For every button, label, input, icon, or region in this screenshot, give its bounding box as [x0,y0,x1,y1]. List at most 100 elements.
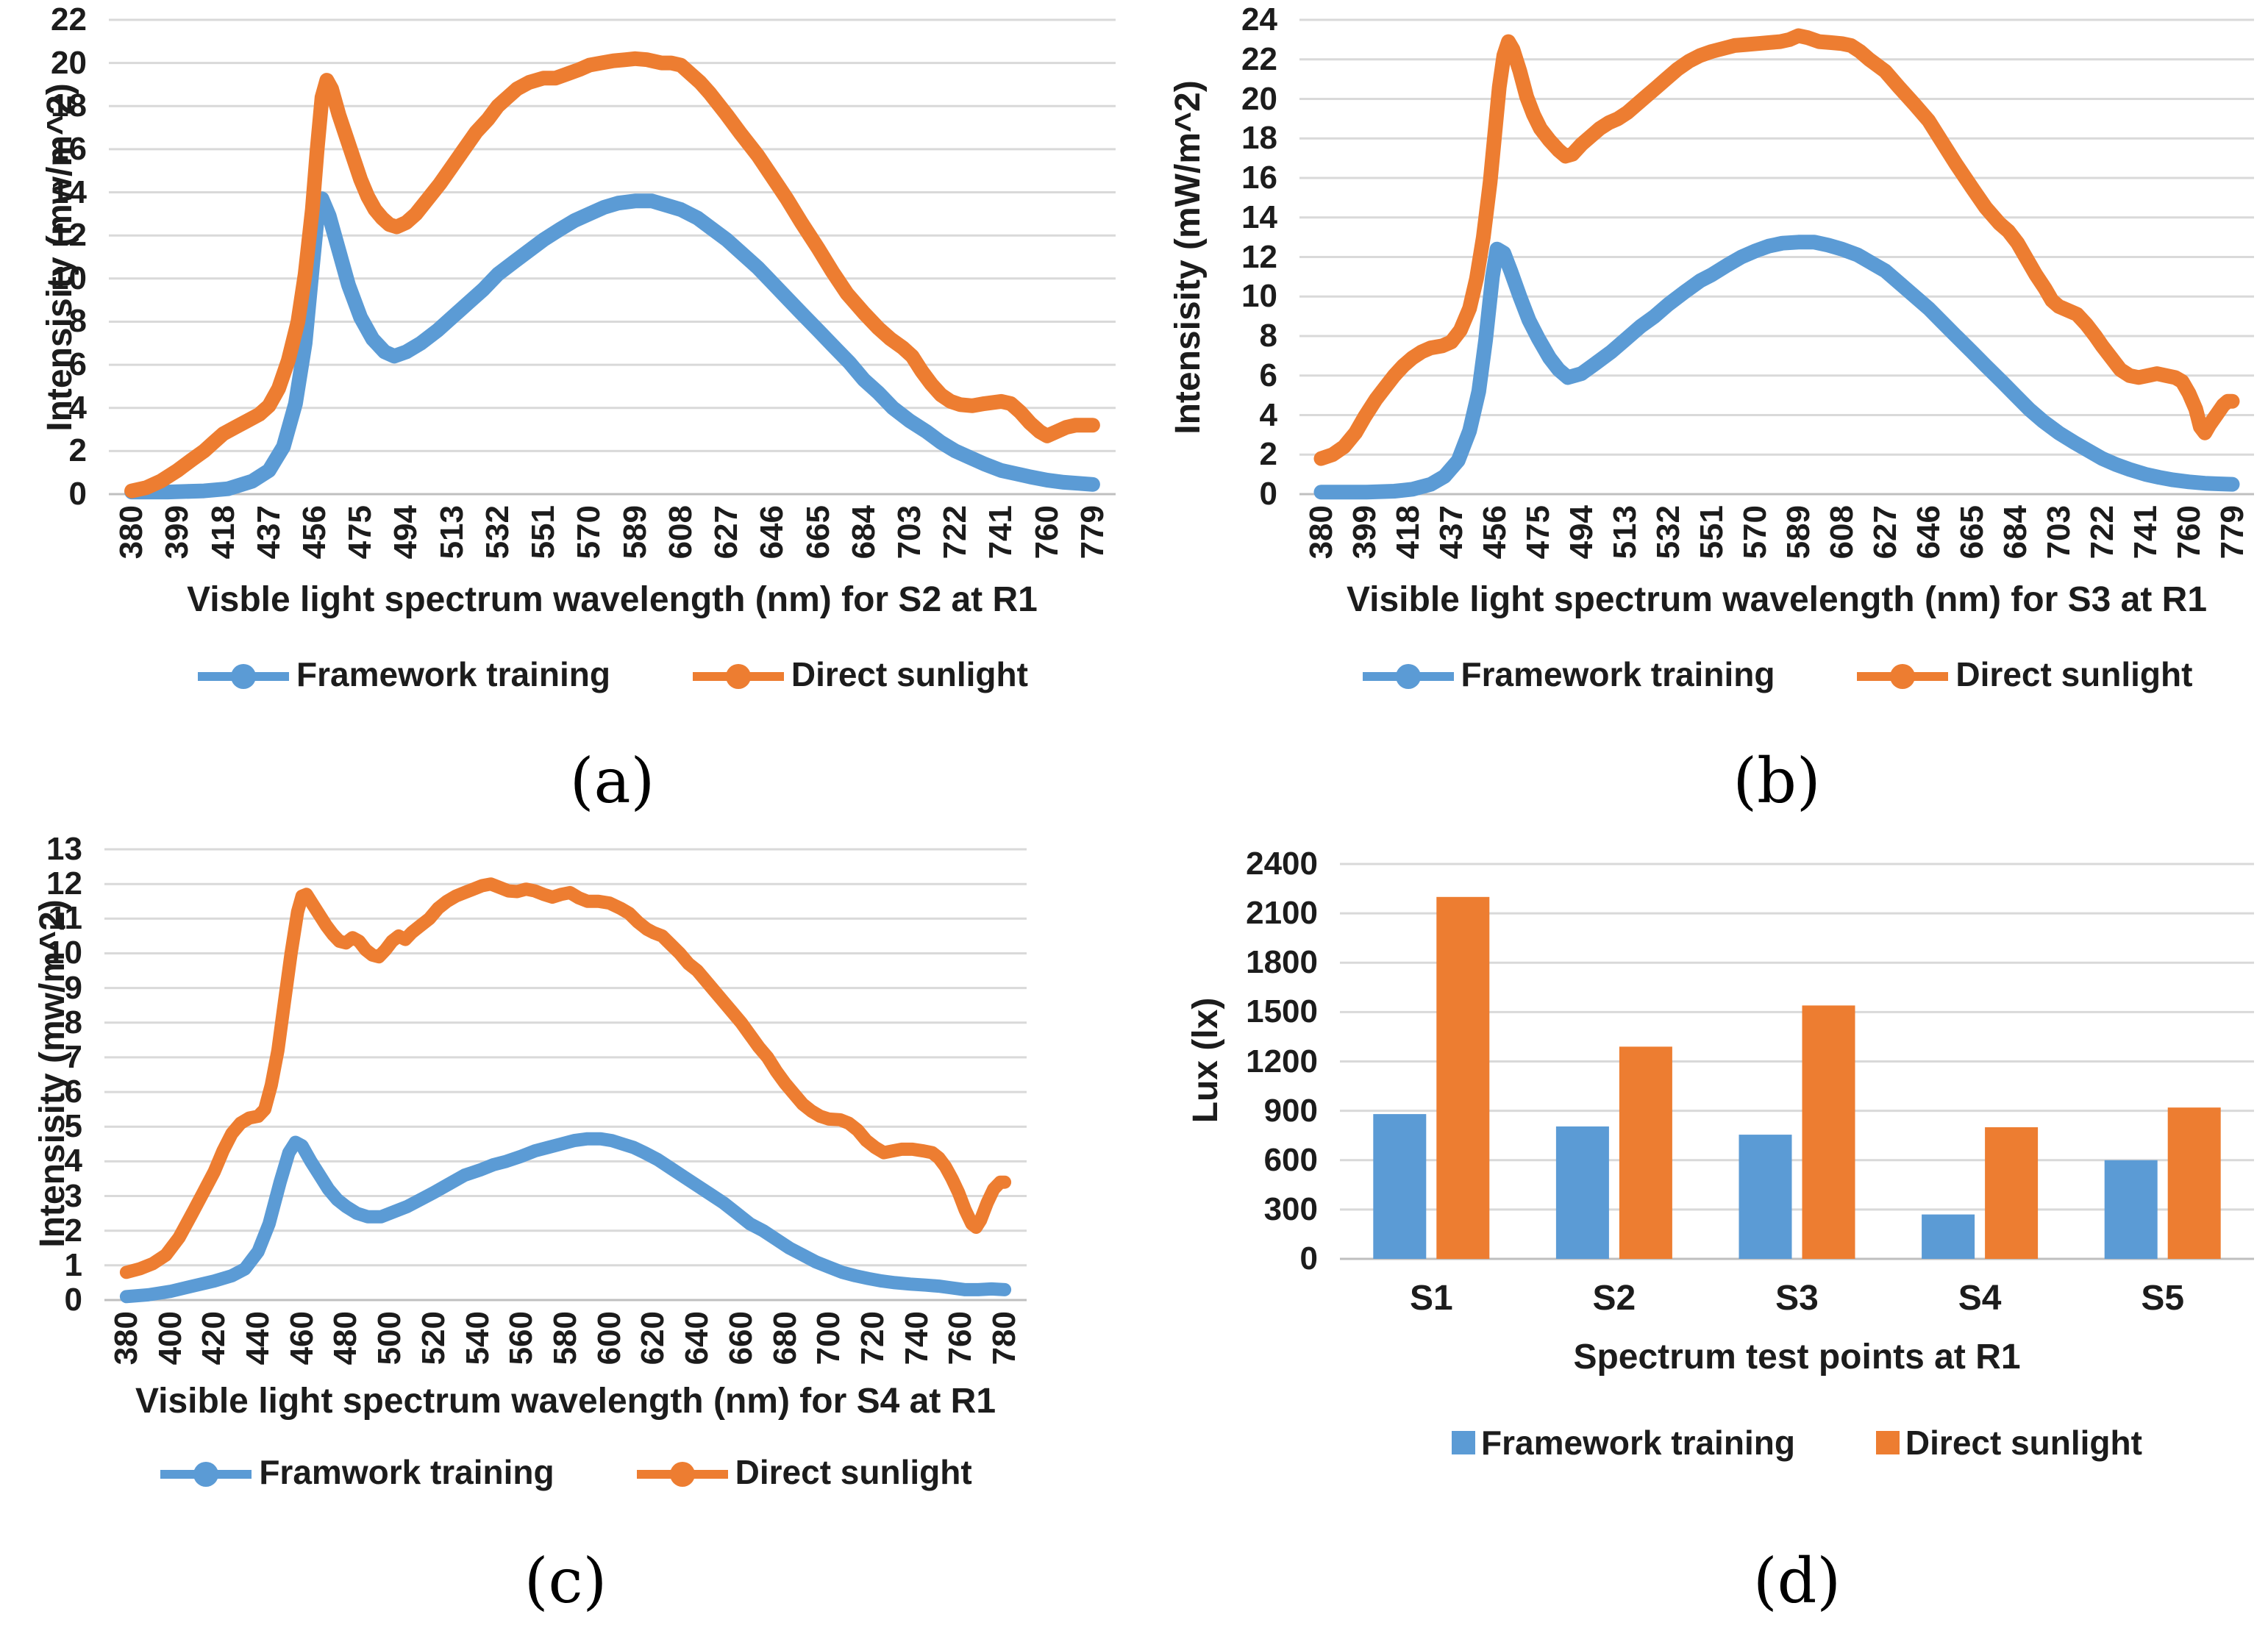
x-axis-title-d: Spectrum test points at R1 [1573,1338,2021,1377]
y-tick-label: 1200 [1246,1043,1318,1079]
series-line [124,51,1100,499]
legend-item-direct-sunlight: Direct sunlight [635,1452,972,1492]
y-axis-title-a: Intensisity (mw/m^2) [40,83,79,432]
y-tick-label: 2400 [1246,846,1318,882]
y-tick-label: 20 [51,44,87,81]
legend-a: Framework training Direct sunlight [109,654,1116,694]
legend-item-direct-sunlight: Direct sunlight [1855,654,2192,694]
y-tick-label: 8 [68,303,87,340]
line-marker-icon [196,660,290,689]
y-tick-label: 900 [1263,1092,1318,1129]
y-tick-label: 2100 [1246,895,1318,932]
y-tick-label: 0 [1299,1240,1318,1277]
y-tick-label: 16 [51,130,87,167]
series-line [1313,235,2240,500]
legend-c: Framwork training Direct sunlight [104,1452,1027,1492]
bar-sunlight-S1 [1436,896,1490,1260]
bar-sunlight-S5 [2167,1107,2221,1259]
legend-item-framework-training: Framework training [196,654,610,694]
series-line [119,1132,1012,1304]
y-tick-label: 5 [64,1108,82,1145]
y-tick-label: 3 [64,1177,82,1214]
legend-item-direct-sunlight: Direct sunlight [691,654,1028,694]
caption-c: (c) [524,1545,607,1617]
y-tick-label: 8 [64,1004,82,1040]
y-tick-label: 1500 [1246,993,1318,1030]
series-line [1313,28,2240,466]
legend-item-framework-training: Framework training [1452,1423,1795,1463]
legend-label: Framework training [296,655,610,693]
y-tick-label: 6 [64,1074,82,1110]
y-tick-label: 12 [1241,238,1277,275]
y-tick-label: 4 [1259,396,1277,433]
y-tick-label: 16 [1241,160,1277,196]
legend-label: Direct sunlight [1905,1424,2142,1462]
legend-label: Framework training [1461,655,1775,693]
category-label: S3 [1775,1279,1819,1318]
y-tick-label: 12 [51,217,87,254]
y-tick-label: 12 [46,865,82,902]
y-tick-label: 20 [1241,80,1277,117]
x-axis-title-b: Visible light spectrum wavelength (nm) f… [1346,580,2208,619]
y-tick-label: 13 [46,831,82,867]
y-tick-label: 4 [68,389,87,426]
legend-label: Direct sunlight [735,1453,972,1491]
legend-item-framework-training: Framework training [1361,654,1775,694]
y-tick-label: 11 [48,900,82,937]
y-tick-label: 9 [64,969,82,1006]
y-tick-label: 6 [1259,357,1277,393]
bar-framework-S5 [2104,1160,2158,1260]
y-tick-label: 10 [51,260,87,296]
legend-label: Direct sunlight [1955,655,2193,693]
category-label: S2 [1592,1279,1636,1318]
y-tick-label: 22 [1241,40,1277,77]
bar-framework-S2 [1555,1126,1609,1259]
legend-label: Framwork training [259,1453,554,1491]
legend-label: Direct sunlight [791,655,1028,693]
y-tick-label: 0 [68,476,87,512]
category-label: S5 [2141,1279,2185,1318]
category-label: S4 [1958,1279,2002,1318]
y-tick-label: 1800 [1246,944,1318,981]
category-label: S1 [1409,1279,1453,1318]
y-tick-label: 600 [1263,1141,1318,1178]
y-tick-label: 2 [1259,436,1277,473]
y-tick-label: 22 [51,1,87,38]
legend-b: Framework training Direct sunlight [1299,654,2254,694]
bar-sunlight-S2 [1619,1046,1672,1259]
y-axis-title-c: Intensisity (mw/m^2) [33,899,72,1248]
y-axis-title-b: Intensisity (mW/m^2) [1169,80,1208,435]
line-marker-icon [159,1457,253,1487]
y-axis-title-d: Lux (lx) [1186,997,1225,1124]
bar-sunlight-S4 [1985,1127,2039,1259]
y-tick-label: 0 [1259,476,1277,512]
y-tick-label: 10 [46,935,82,971]
line-marker-icon [1361,660,1455,689]
bar-framework-S4 [1922,1214,1975,1259]
y-tick-label: 14 [1241,199,1277,235]
line-marker-icon [1855,660,1950,689]
y-tick-label: 14 [51,174,87,210]
y-tick-label: 300 [1263,1190,1318,1227]
y-tick-label: 7 [64,1038,82,1075]
y-tick-label: 24 [1241,1,1277,38]
caption-d: (d) [1752,1545,1841,1617]
legend-label: Framework training [1481,1424,1795,1462]
y-tick-label: 18 [51,88,87,124]
bar-framework-S1 [1373,1114,1427,1259]
y-tick-label: 4 [64,1143,82,1179]
square-swatch-icon [1875,1431,1900,1454]
legend-item-framework-training: Framwork training [159,1452,554,1492]
line-marker-icon [691,660,785,689]
y-tick-label: 8 [1259,318,1277,354]
series-line [124,191,1100,500]
y-tick-label: 0 [64,1282,82,1318]
x-axis-title-a: Visble light spectrum wavelength (nm) fo… [187,580,1038,619]
square-swatch-icon [1452,1431,1476,1454]
line-marker-icon [635,1457,730,1487]
legend-d: Framework training Direct sunlight [1340,1423,2254,1463]
legend-item-direct-sunlight: Direct sunlight [1875,1423,2142,1463]
bar-framework-S3 [1739,1135,1792,1259]
y-tick-label: 2 [68,432,87,469]
